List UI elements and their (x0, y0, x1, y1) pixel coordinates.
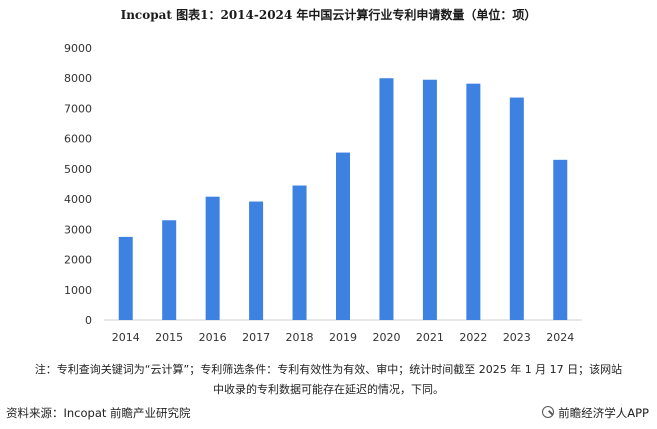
y-tick-label: 2000 (64, 254, 92, 267)
y-tick-label: 6000 (64, 133, 92, 146)
y-tick-label: 0 (85, 314, 92, 327)
x-tick-label: 2024 (546, 331, 574, 344)
brand-credit: 前瞻经济学人APP (542, 405, 649, 421)
y-tick-label: 7000 (64, 102, 92, 115)
x-tick-label: 2016 (199, 331, 227, 344)
footnote-line-1: 注：专利查询关键词为“云计算”；专利筛选条件：专利有效性为有效、审中；统计时间截… (34, 363, 623, 376)
bar-chart: 0 1000 2000 3000 4000 5000 6000 7000 8000 9000 20… (64, 42, 582, 344)
y-tick-label: 8000 (64, 72, 92, 85)
x-tick-label: 2022 (459, 331, 487, 344)
source-text: 资料来源：Incopat 前瞻产业研究院 (6, 406, 191, 420)
footnote-line-2: 中收录的专利数据可能存在延迟的情况，下同。 (213, 383, 444, 396)
bar-2024 (553, 159, 568, 320)
bar-2020 (379, 78, 394, 320)
brand-label: 前瞻经济学人APP (558, 406, 649, 420)
bar-2021 (422, 79, 437, 320)
footnote: 注：专利查询关键词为“云计算”；专利筛选条件：专利有效性为有效、审中；统计时间截… (0, 360, 657, 400)
x-tick-label: 2019 (329, 331, 357, 344)
bar-2023 (509, 97, 524, 320)
y-tick-label: 3000 (64, 223, 92, 236)
bar-2019 (336, 152, 350, 320)
x-tick-label: 2015 (155, 331, 183, 344)
y-tick-label: 9000 (64, 42, 92, 55)
y-tick-label: 4000 (64, 193, 92, 206)
bar-2016 (205, 196, 220, 320)
x-axis-tick-labels: 2014 2015 2016 2017 2018 2019 2020 2021 2022 2023… (112, 331, 575, 344)
x-tick-label: 2020 (372, 331, 400, 344)
x-tick-label: 2017 (242, 331, 270, 344)
y-tick-label: 5000 (64, 163, 92, 176)
y-axis-tick-labels: 0 1000 2000 3000 4000 5000 6000 7000 8000 9000 (64, 42, 92, 327)
x-tick-label: 2014 (112, 331, 140, 344)
y-tick-label: 1000 (64, 284, 92, 297)
x-tick-label: 2021 (416, 331, 444, 344)
bar-2015 (162, 220, 177, 320)
bar-2014 (118, 236, 133, 320)
chart-title: Incopat 图表1：2014-2024 年中国云计算行业专利申请数量（单位：… (120, 8, 537, 22)
bar-2018 (292, 185, 307, 320)
x-tick-label: 2018 (286, 331, 314, 344)
bar-2017 (249, 201, 264, 320)
x-tick-label: 2023 (503, 331, 531, 344)
search-icon (542, 406, 555, 418)
bar-2022 (466, 83, 481, 320)
bars (118, 78, 568, 320)
